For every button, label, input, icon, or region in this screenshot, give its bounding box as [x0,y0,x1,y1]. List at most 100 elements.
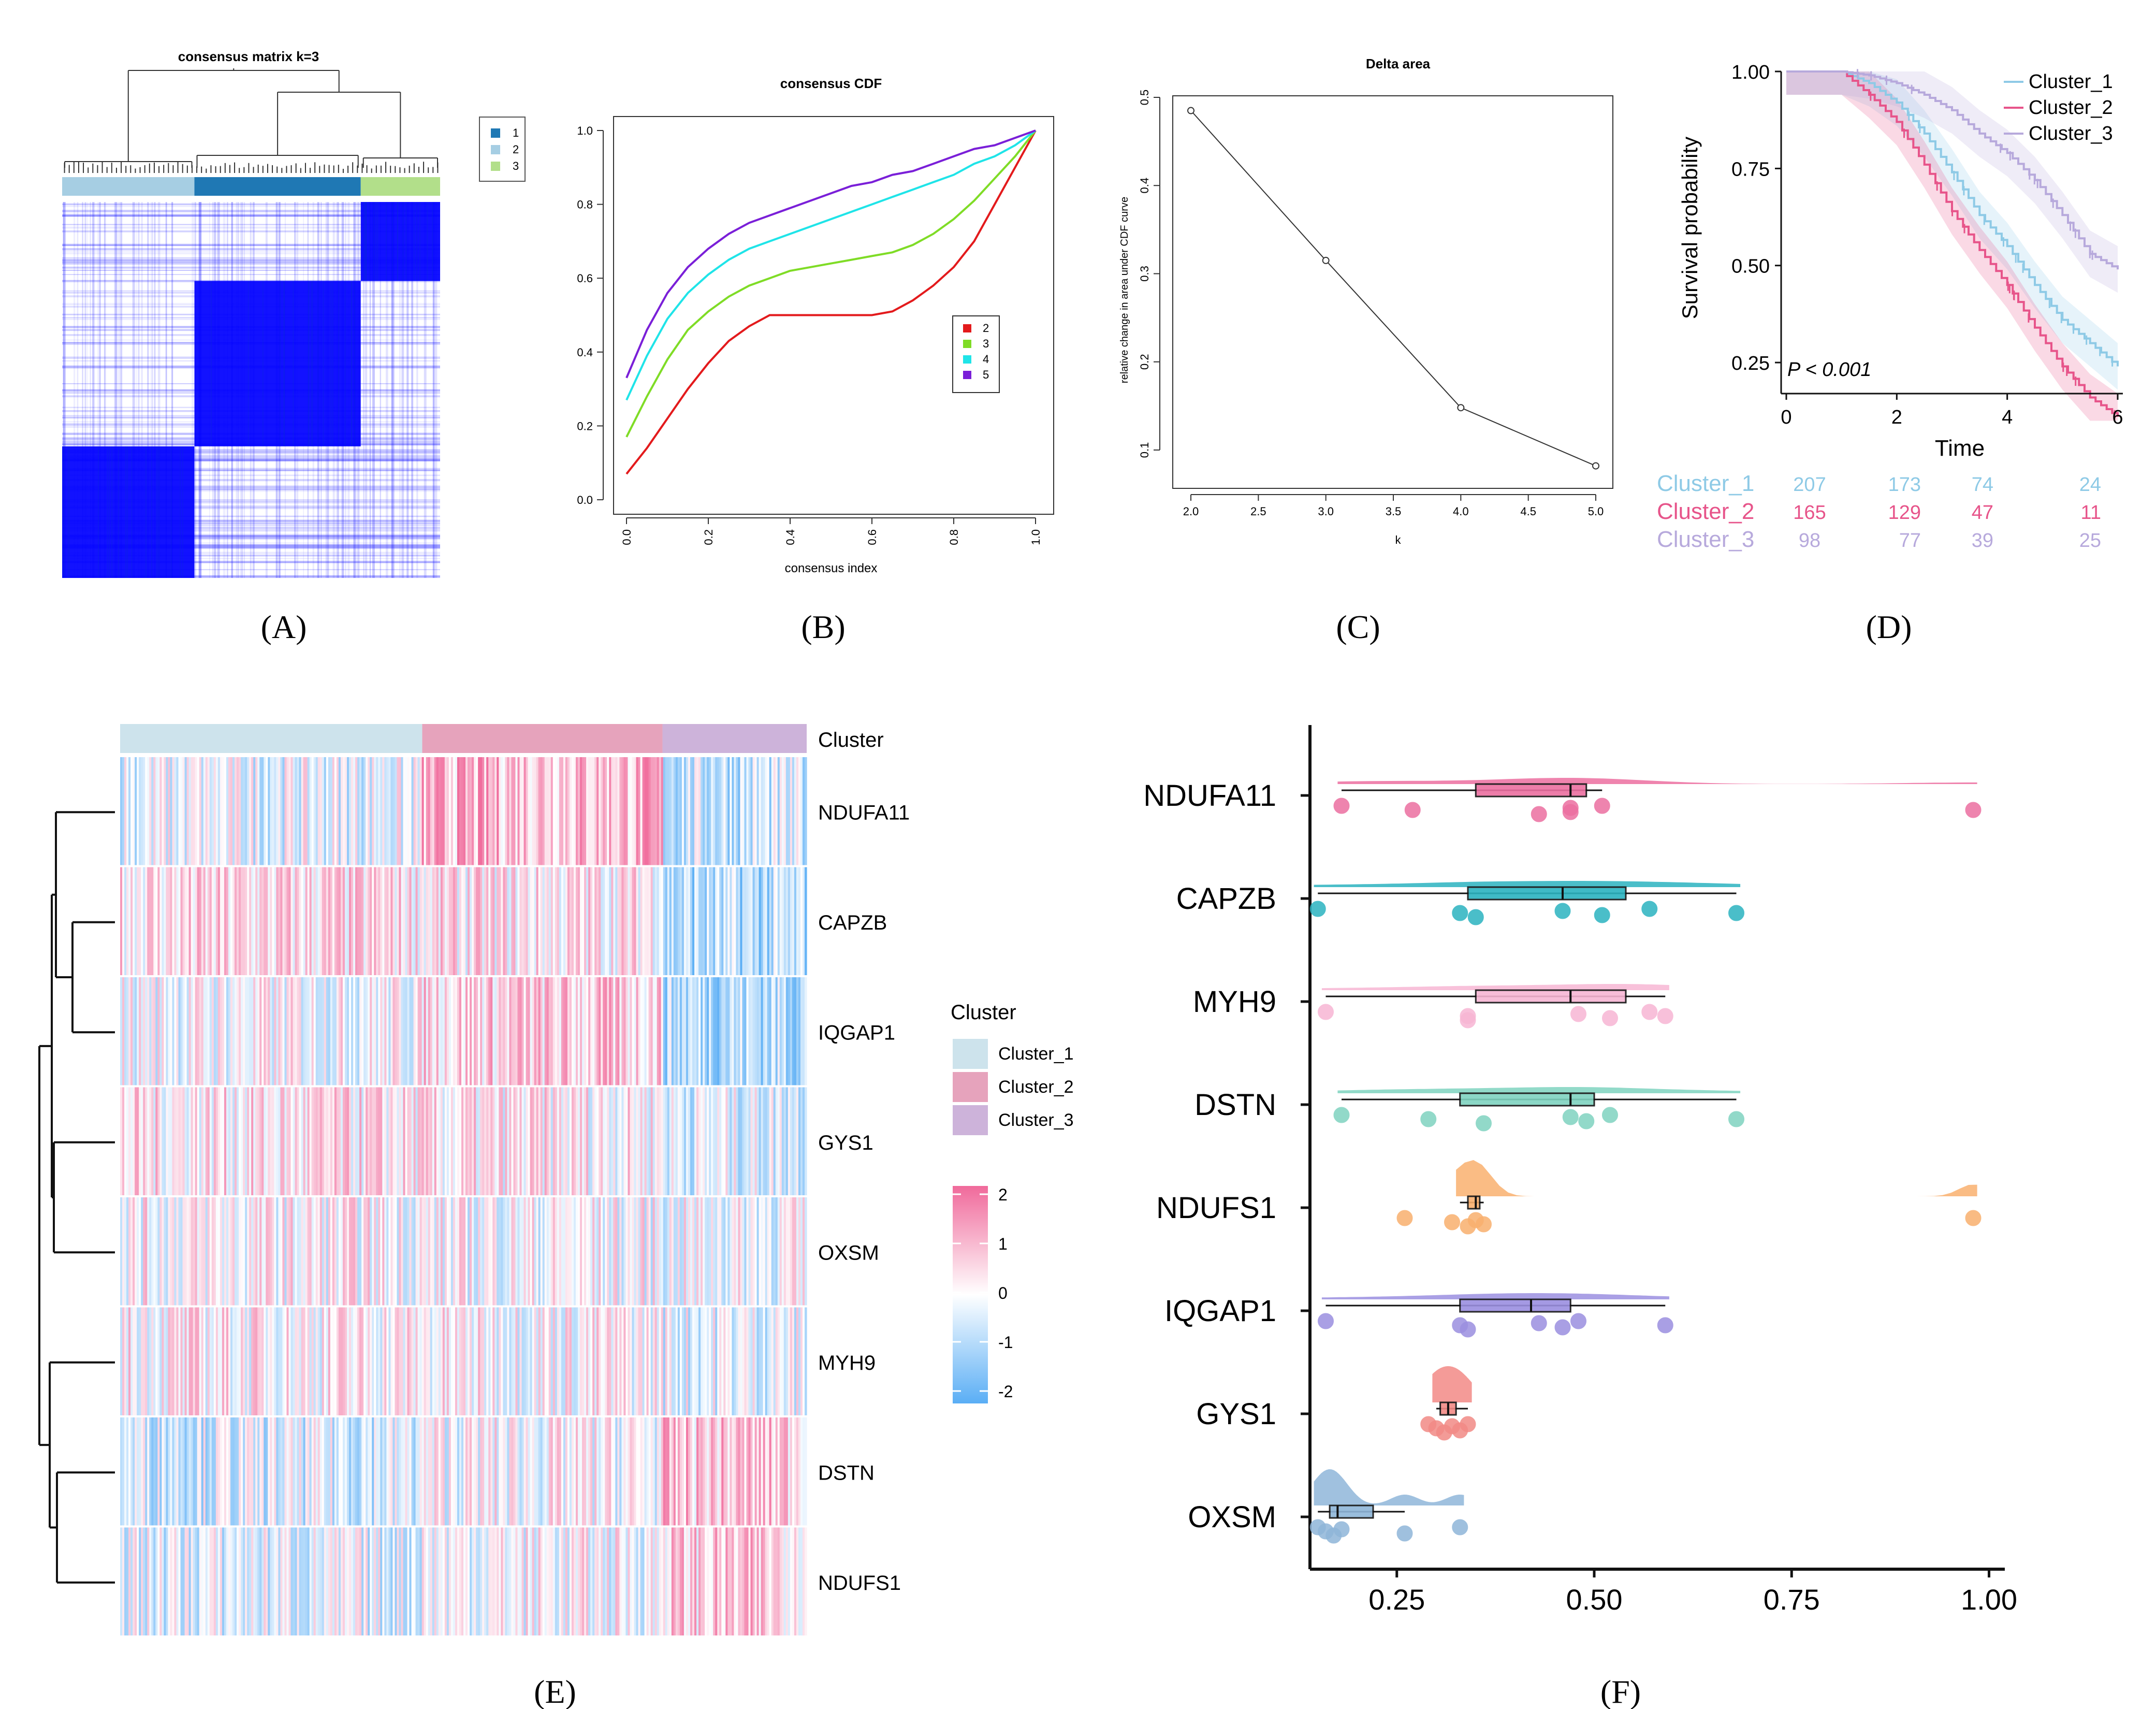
heatmap-cell [625,757,629,865]
heatmap-cell [490,1307,493,1415]
heatmap-noise [62,269,440,271]
heatmap-cell [642,1197,645,1306]
heatmap-cell [669,1087,672,1195]
heatmap-noise [65,202,66,578]
heatmap-cell [648,1087,651,1195]
x-tick-label: 3.5 [1386,505,1402,518]
heatmap-cell [162,977,164,1085]
heatmap-cell [353,1527,356,1635]
heatmap-cell [264,1527,266,1635]
heatmap-cell [397,1527,400,1635]
heatmap-cell [783,1417,786,1526]
heatmap-cell [756,1417,760,1526]
heatmap-cell [457,1197,460,1306]
heatmap-cell [528,867,531,975]
heatmap-cell [255,1527,258,1635]
heatmap-cell [681,1417,684,1526]
heatmap-cell [349,1417,352,1526]
heatmap-cell [193,867,196,975]
heatmap-noise [150,202,153,578]
heatmap-cell [288,1307,292,1415]
heatmap-cell [765,1307,768,1415]
heatmap-cell [792,1307,795,1415]
heatmap-cell [209,1527,212,1635]
heatmap-cell [773,1087,776,1195]
heatmap-cell [465,867,468,975]
heatmap-cell [497,1087,499,1195]
heatmap-cell [201,1197,204,1306]
heatmap-cell [683,867,687,975]
panel-d-survival: 0.250.500.751.000 2 4 6 Survival probabilit… [1657,62,2123,645]
heatmap-cell [215,1307,218,1415]
heatmap-cell [438,1527,441,1635]
heatmap-cell [767,977,770,1085]
heatmap-cell [351,1307,354,1415]
heatmap-cell [615,1307,618,1415]
heatmap-cell [211,1307,214,1415]
legend-label-k5: 5 [983,368,989,381]
heatmap-cell [603,1197,605,1306]
heatmap-cell [245,1417,247,1526]
heatmap-cell [444,867,447,975]
heatmap-cell [721,1307,724,1415]
heatmap-cell [721,1417,724,1526]
heatmap-cell [139,1087,141,1195]
heatmap-cell [530,1527,533,1635]
heatmap-cell [315,867,318,975]
heatmap-cell [432,1417,435,1526]
heatmap-noise [63,202,65,578]
heatmap-cell [732,757,734,865]
heatmap-cell [226,757,229,865]
heatmap-cell [307,1087,310,1195]
heatmap-noise [62,519,440,522]
heatmap-cell [220,1197,223,1306]
heatmap-cell [709,1197,711,1306]
heatmap-cell [677,977,680,1085]
heatmap-cell [126,1417,129,1526]
heatmap-cell [725,1417,728,1526]
heatmap-cell [777,1307,780,1415]
heatmap-cell [505,977,507,1085]
heatmap-cell [775,977,778,1085]
heatmap-cell [788,977,791,1085]
heatmap-cell [650,1417,653,1526]
heatmap-noise [62,561,440,563]
heatmap-cell [399,757,402,865]
heatmap-cell [130,867,133,975]
heatmap-cell [642,757,645,865]
heatmap-cell [769,757,772,865]
heatmap-cell [781,757,784,865]
heatmap-cell [403,1087,406,1195]
heatmap-cell [478,1417,480,1526]
heatmap-cell [659,757,662,865]
heatmap-cell [673,1307,676,1415]
heatmap-cell [771,867,774,975]
heatmap-cell [798,1417,801,1526]
heatmap-cell [555,1197,558,1306]
heatmap-cell [555,1087,558,1195]
heatmap-cell [613,1087,616,1195]
heatmap-cell [266,1527,268,1635]
heatmap-cell [457,867,460,975]
heatmap-noise [62,469,440,471]
heatmap-cell [465,1307,468,1415]
heatmap-cell [268,977,270,1085]
heatmap-cell [665,1527,668,1635]
heatmap-cell [632,977,635,1085]
heatmap-cell [217,1087,221,1195]
heatmap-cell [366,1197,368,1306]
heatmap-cell [390,1417,393,1526]
heatmap-cell [665,1197,668,1306]
heatmap-cell [388,977,391,1085]
heatmap-cell [575,1527,578,1635]
heatmap-cell [301,867,304,975]
heatmap-cell [701,757,703,865]
heatmap-cell [730,977,732,1085]
heatmap-cell [217,977,221,1085]
heatmap-cell [528,1527,531,1635]
heatmap-cell [738,1307,741,1415]
heatmap-cell [135,867,137,975]
heatmap-cell [777,977,780,1085]
heatmap-cell [642,977,645,1085]
